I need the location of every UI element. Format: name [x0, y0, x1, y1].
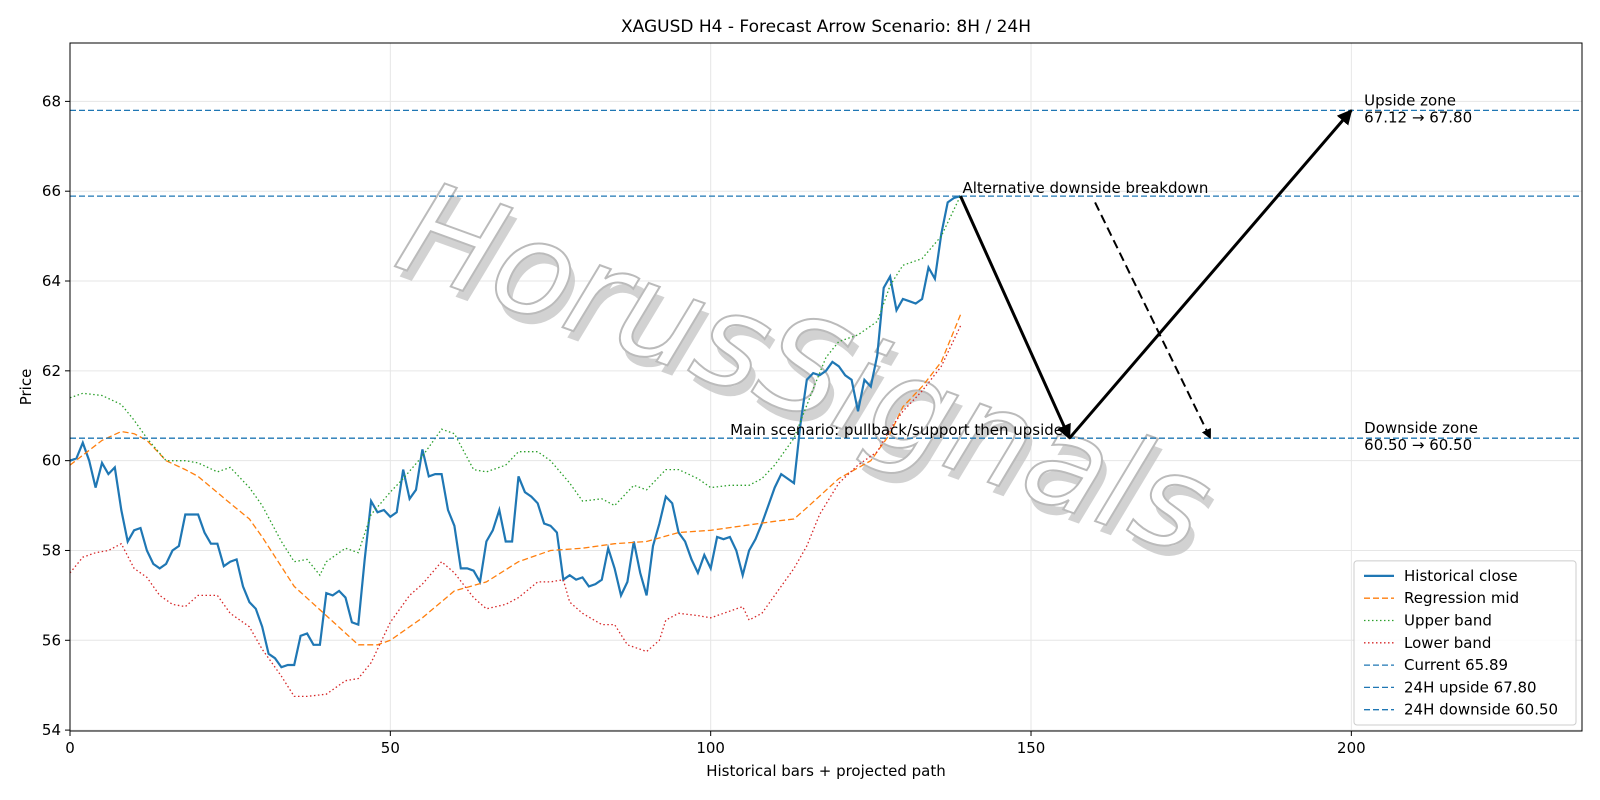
plot-frame	[69, 42, 1583, 732]
series-line	[69, 195, 962, 577]
y-tick-label: 68	[42, 92, 61, 110]
x-tick-label: 0	[65, 739, 75, 757]
forecast-arrow	[959, 195, 1071, 440]
forecast-arrow	[1068, 109, 1353, 440]
annotation: 60.50 → 60.50	[1364, 436, 1472, 454]
x-tick-label: 150	[1017, 739, 1046, 757]
legend-label: 24H downside 60.50	[1404, 701, 1558, 719]
legend-label: Regression mid	[1404, 589, 1519, 607]
annotation: Upside zone	[1364, 91, 1456, 109]
x-axis-label: Historical bars + projected path	[706, 762, 946, 780]
series-line	[69, 314, 962, 646]
y-tick-label: 62	[42, 362, 61, 380]
series-line	[69, 195, 961, 669]
y-tick-label: 64	[42, 272, 61, 290]
legend-label: 24H upside 67.80	[1404, 678, 1537, 696]
y-tick-label: 58	[42, 541, 61, 559]
y-tick-label: 60	[42, 452, 61, 470]
annotation: Downside zone	[1364, 419, 1478, 437]
y-axis-label: Price	[17, 369, 35, 406]
forecast-arrow	[1094, 201, 1212, 440]
chart-title: XAGUSD H4 - Forecast Arrow Scenario: 8H …	[621, 17, 1031, 37]
x-tick-label: 100	[696, 739, 725, 757]
annotation: Main scenario: pullback/support then ups…	[730, 421, 1063, 439]
legend-label: Lower band	[1404, 634, 1491, 652]
legend-label: Upper band	[1404, 612, 1492, 630]
legend-label: Current 65.89	[1404, 656, 1508, 674]
y-tick-label: 56	[42, 631, 61, 649]
legend-box	[1353, 560, 1577, 726]
legend-label: Historical close	[1404, 567, 1518, 585]
y-tick-label: 66	[42, 182, 61, 200]
x-tick-label: 50	[381, 739, 400, 757]
annotation: 67.12 → 67.80	[1364, 108, 1472, 126]
y-tick-label: 54	[42, 721, 61, 739]
series-line	[69, 325, 962, 698]
annotation: Alternative downside breakdown	[962, 179, 1208, 197]
x-tick-label: 200	[1337, 739, 1366, 757]
